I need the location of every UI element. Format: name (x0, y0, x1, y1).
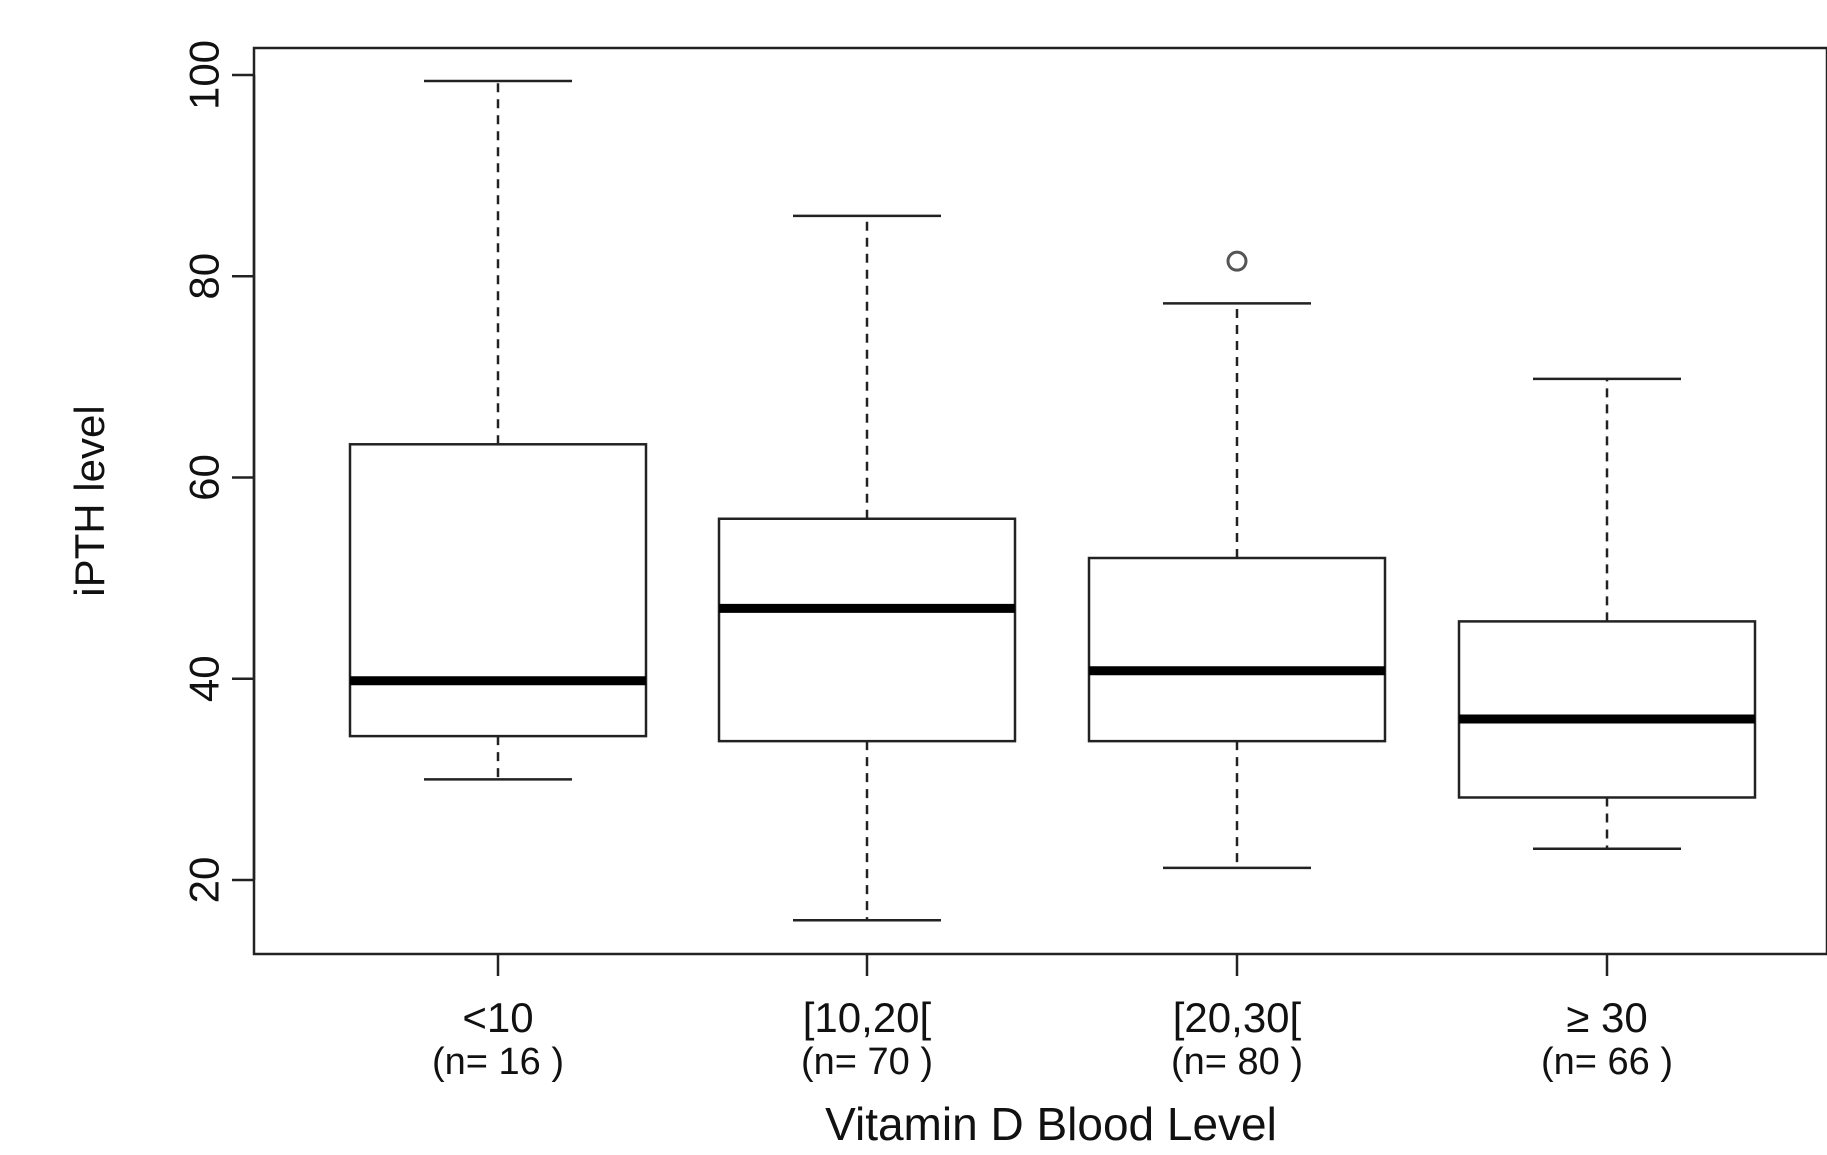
iqr-box (717, 517, 1017, 743)
iqr-box (348, 443, 648, 738)
x-tick-label: [10,20[ (803, 994, 932, 1041)
y-tick-label: 80 (181, 253, 228, 300)
y-axis-title: iPTH level (66, 405, 113, 596)
outlier-point (1226, 250, 1248, 272)
y-tick-label: 60 (181, 454, 228, 501)
box-group (1457, 377, 1757, 851)
x-axis-title: Vitamin D Blood Level (825, 1098, 1277, 1150)
y-tick-label: 40 (181, 655, 228, 702)
box-group (1087, 250, 1387, 870)
box-group (348, 79, 648, 781)
x-count-label: (n= 70 ) (801, 1041, 933, 1083)
y-tick-label: 20 (181, 857, 228, 904)
iqr-box (1457, 620, 1757, 799)
x-tick-label: [20,30[ (1173, 994, 1302, 1041)
x-count-label: (n= 80 ) (1171, 1041, 1303, 1083)
x-count-label: (n= 16 ) (432, 1041, 564, 1083)
x-tick-label: <10 (462, 994, 533, 1041)
y-axis: 20 40 60 80 100 (181, 40, 256, 904)
iqr-box (1087, 556, 1387, 743)
box-series (348, 79, 1757, 922)
x-tick-label: ≥ 30 (1566, 994, 1647, 1041)
x-count-label: (n= 66 ) (1541, 1041, 1673, 1083)
box-group (717, 214, 1017, 922)
x-axis: <10(n= 16 ) [10,20[(n= 70 ) [20,30[(n= 80 … (432, 954, 1673, 1083)
y-tick-label: 100 (181, 40, 228, 110)
